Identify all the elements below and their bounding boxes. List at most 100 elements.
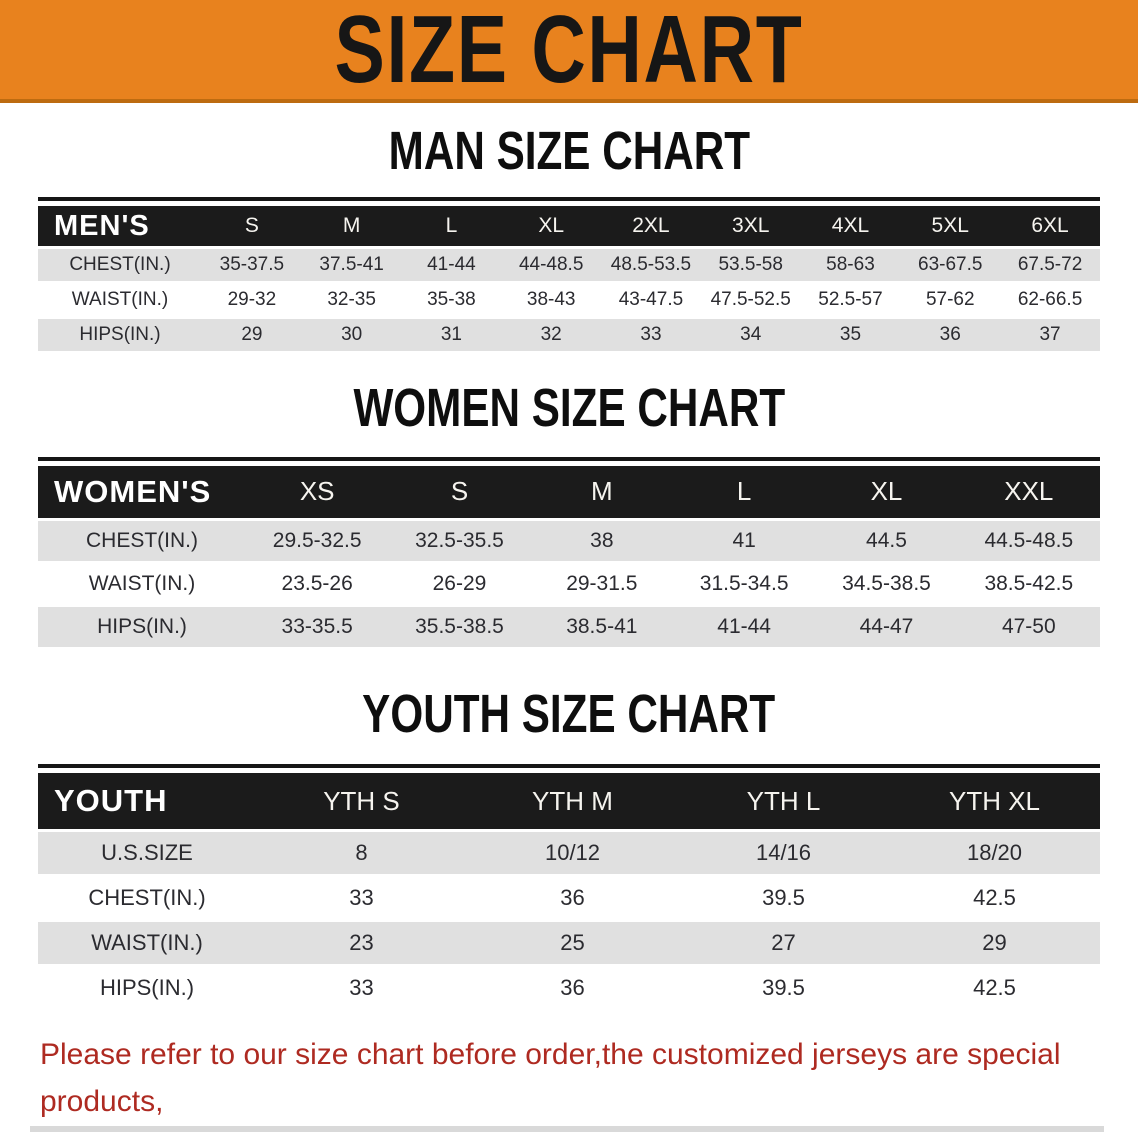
men-size-table: MEN'S S M L XL 2XL 3XL 4XL 5XL 6XL CHEST(IN.) 35-37…: [38, 203, 1100, 354]
youth-chest-value-0: 33: [256, 877, 467, 920]
women-chest-value-1: 32.5-35.5: [388, 520, 531, 561]
women-size-header-2: M: [530, 465, 673, 518]
women-table-head: WOMEN'S XS S M L XL XXL: [38, 465, 1100, 518]
women-size-header-3: L: [672, 465, 816, 518]
men-waist-value-4: 43-47.5: [601, 284, 701, 317]
youth-us-size-value-2: 14/16: [678, 832, 889, 875]
women-chest-value-5: 44.5-48.5: [957, 520, 1100, 561]
women-waist-value-4: 34.5-38.5: [815, 563, 958, 604]
men-row-hips: HIPS(IN.) 29 30 31 32 33 34 35 36 37: [38, 319, 1100, 352]
men-chest-value-8: 67.5-72: [1000, 249, 1100, 282]
men-size-header-0: S: [202, 206, 302, 247]
men-table-top-border: [38, 197, 1100, 202]
women-chest-value-3: 41: [672, 520, 816, 561]
men-hips-value-2: 31: [401, 319, 502, 352]
men-waist-value-6: 52.5-57: [800, 284, 901, 317]
women-hips-value-5: 47-50: [957, 606, 1100, 647]
youth-size-header-3: YTH XL: [889, 773, 1100, 830]
youth-row-hips: HIPS(IN.) 33 36 39.5 42.5: [38, 967, 1100, 1010]
youth-header-row: YOUTH YTH S YTH M YTH L YTH XL: [38, 773, 1100, 830]
men-section-title-text: MAN SIZE CHART: [388, 121, 750, 182]
men-size-header-6: 4XL: [800, 206, 901, 247]
size-chart-sections: MAN SIZE CHART MEN'S S M L XL 2XL 3XL 4XL 5XL 6XL C…: [0, 103, 1138, 1012]
youth-chest-value-3: 42.5: [889, 877, 1100, 920]
men-hips-value-8: 37: [1000, 319, 1100, 352]
women-table-top-border: [38, 456, 1100, 461]
men-waist-value-2: 35-38: [401, 284, 502, 317]
women-waist-label: WAIST(IN.): [38, 563, 246, 604]
youth-waist-value-1: 25: [467, 922, 678, 965]
men-size-header-3: XL: [501, 206, 602, 247]
men-hips-value-6: 35: [800, 319, 901, 352]
youth-us-size-label: U.S.SIZE: [38, 832, 256, 875]
youth-waist-value-2: 27: [678, 922, 889, 965]
women-hips-value-4: 44-47: [815, 606, 958, 647]
men-waist-value-8: 62-66.5: [1000, 284, 1100, 317]
women-size-header-1: S: [388, 465, 531, 518]
men-chest-label: CHEST(IN.): [38, 249, 202, 282]
men-hips-label: HIPS(IN.): [38, 319, 202, 352]
men-waist-value-0: 29-32: [202, 284, 302, 317]
youth-waist-value-0: 23: [256, 922, 467, 965]
women-waist-value-1: 26-29: [388, 563, 531, 604]
women-size-header-4: XL: [815, 465, 958, 518]
page-title: SIZE CHART: [283, 2, 855, 98]
youth-size-header-0: YTH S: [256, 773, 467, 830]
women-hips-value-2: 38.5-41: [530, 606, 673, 647]
youth-us-size-value-1: 10/12: [467, 832, 678, 875]
men-size-header-4: 2XL: [601, 206, 701, 247]
men-hips-value-1: 30: [301, 319, 402, 352]
women-size-header-5: XXL: [957, 465, 1100, 518]
men-waist-value-5: 47.5-52.5: [700, 284, 801, 317]
men-hips-value-0: 29: [202, 319, 302, 352]
men-chest-value-4: 48.5-53.5: [601, 249, 701, 282]
youth-size-section: YOUTH SIZE CHART YOUTH YTH S YTH M YTH L YTH …: [0, 650, 1138, 1012]
men-chest-value-0: 35-37.5: [202, 249, 302, 282]
men-table-body: CHEST(IN.) 35-37.5 37.5-41 41-44 44-48.5 48.5…: [38, 249, 1100, 352]
disclaimer: Please refer to our size chart before or…: [40, 1032, 1100, 1132]
women-header-row: WOMEN'S XS S M L XL XXL: [38, 465, 1100, 518]
disclaimer-line-1: Please refer to our size chart before or…: [40, 1038, 1061, 1118]
men-chest-value-7: 63-67.5: [900, 249, 1001, 282]
women-row-hips: HIPS(IN.) 33-35.5 35.5-38.5 38.5-41 41-44 44-…: [38, 606, 1100, 647]
youth-row-chest: CHEST(IN.) 33 36 39.5 42.5: [38, 877, 1100, 920]
women-chest-label: CHEST(IN.): [38, 520, 246, 561]
men-size-header-2: L: [401, 206, 502, 247]
youth-table-head: YOUTH YTH S YTH M YTH L YTH XL: [38, 773, 1100, 830]
men-hips-value-3: 32: [501, 319, 602, 352]
youth-section-title-text: YOUTH SIZE CHART: [362, 684, 776, 744]
youth-group-label: YOUTH: [38, 773, 256, 830]
youth-hips-value-0: 33: [256, 967, 467, 1010]
women-hips-value-1: 35.5-38.5: [388, 606, 531, 647]
youth-hips-value-3: 42.5: [889, 967, 1100, 1010]
banner: SIZE CHART: [0, 0, 1138, 103]
men-row-chest: CHEST(IN.) 35-37.5 37.5-41 41-44 44-48.5 48.5…: [38, 249, 1100, 282]
men-size-header-5: 3XL: [700, 206, 801, 247]
women-waist-value-2: 29-31.5: [530, 563, 673, 604]
bottom-divider: [30, 1126, 1104, 1132]
youth-chest-label: CHEST(IN.): [38, 877, 256, 920]
men-chest-value-6: 58-63: [800, 249, 901, 282]
men-chest-value-5: 53.5-58: [700, 249, 801, 282]
youth-size-table: YOUTH YTH S YTH M YTH L YTH XL U.S.SIZE 8 10/12…: [38, 770, 1100, 1012]
youth-us-size-value-3: 18/20: [889, 832, 1100, 875]
men-header-row: MEN'S S M L XL 2XL 3XL 4XL 5XL 6XL: [38, 206, 1100, 247]
men-hips-value-5: 34: [700, 319, 801, 352]
men-waist-value-3: 38-43: [501, 284, 602, 317]
women-section-title: WOMEN SIZE CHART: [38, 354, 1100, 456]
women-table-body: CHEST(IN.) 29.5-32.5 32.5-35.5 38 41 44.5 44.5…: [38, 520, 1100, 647]
women-row-chest: CHEST(IN.) 29.5-32.5 32.5-35.5 38 41 44.5 44.5…: [38, 520, 1100, 561]
men-size-section: MAN SIZE CHART MEN'S S M L XL 2XL 3XL 4XL 5XL 6XL C…: [0, 103, 1138, 354]
men-size-header-8: 6XL: [1000, 206, 1100, 247]
men-chest-value-3: 44-48.5: [501, 249, 602, 282]
youth-row-us-size: U.S.SIZE 8 10/12 14/16 18/20: [38, 832, 1100, 875]
men-waist-value-7: 57-62: [900, 284, 1001, 317]
women-waist-value-5: 38.5-42.5: [957, 563, 1100, 604]
men-chest-value-1: 37.5-41: [301, 249, 402, 282]
youth-row-waist: WAIST(IN.) 23 25 27 29: [38, 922, 1100, 965]
women-hips-value-3: 41-44: [672, 606, 816, 647]
men-table-head: MEN'S S M L XL 2XL 3XL 4XL 5XL 6XL: [38, 206, 1100, 247]
youth-waist-label: WAIST(IN.): [38, 922, 256, 965]
youth-table-body: U.S.SIZE 8 10/12 14/16 18/20 CHEST(IN.) 33 36 39…: [38, 832, 1100, 1010]
